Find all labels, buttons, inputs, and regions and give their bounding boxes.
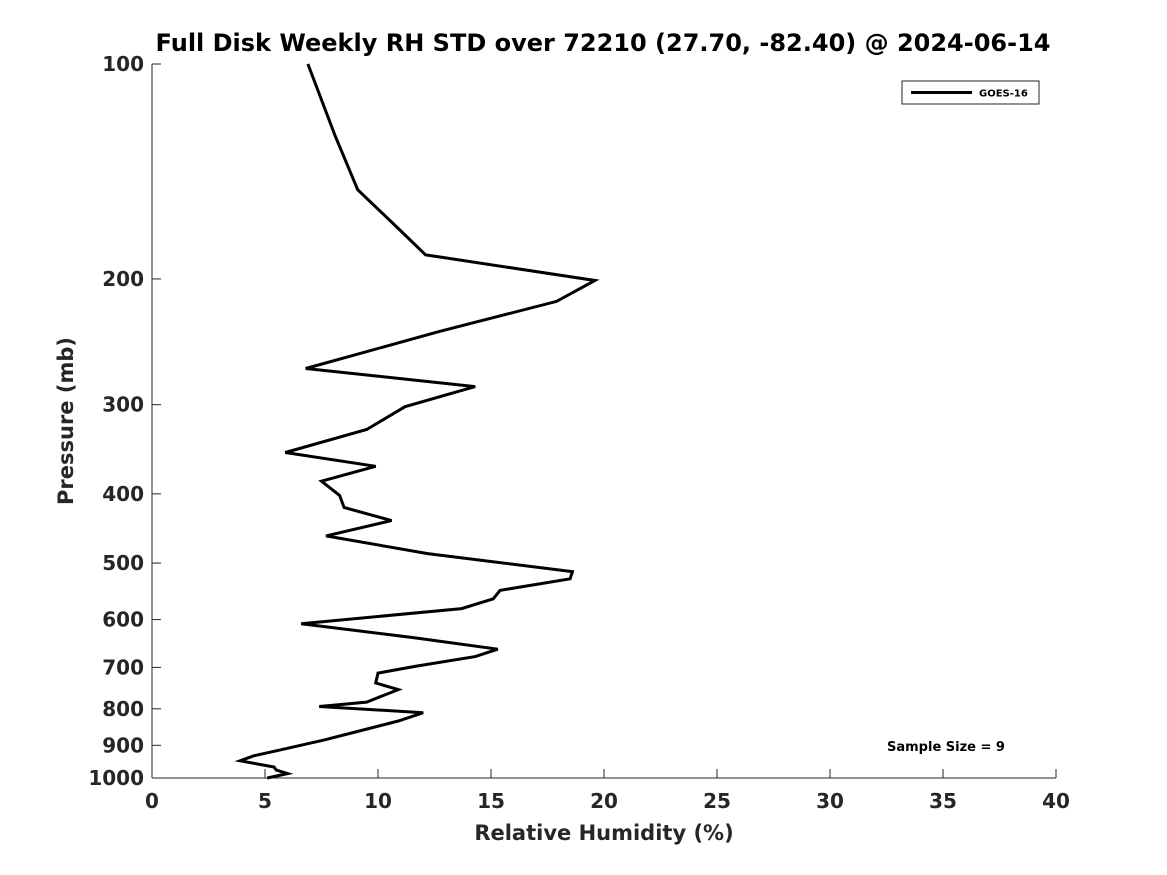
y-tick-label: 100 bbox=[102, 52, 144, 76]
x-ticks: 0 5 10 15 20 25 30 35 40 bbox=[145, 769, 1070, 813]
series-line-goes-16 bbox=[234, 63, 600, 780]
legend: GOES-16 bbox=[901, 80, 1040, 105]
sample-size-annotation: Sample Size = 9 bbox=[887, 740, 1005, 755]
y-tick-label: 400 bbox=[102, 482, 144, 506]
legend-label: GOES-16 bbox=[979, 89, 1028, 100]
y-tick-label: 200 bbox=[102, 267, 144, 291]
y-tick-label: 300 bbox=[102, 393, 144, 417]
y-tick-label: 700 bbox=[102, 655, 144, 679]
x-tick-label: 25 bbox=[703, 789, 731, 813]
y-ticks: 100 200 300 400 500 600 700 800 900 1000 bbox=[88, 52, 161, 790]
y-tick-label: 900 bbox=[102, 733, 144, 757]
chart-title: Full Disk Weekly RH STD over 72210 (27.7… bbox=[156, 29, 1051, 57]
x-tick-label: 20 bbox=[590, 789, 618, 813]
x-tick-label: 35 bbox=[929, 789, 957, 813]
x-tick-label: 5 bbox=[258, 789, 272, 813]
plot-area: 0 5 10 15 20 25 30 35 40 100 200 300 400 500 600 700 80… bbox=[88, 52, 1070, 813]
y-tick-label: 1000 bbox=[88, 766, 144, 790]
y-tick-label: 800 bbox=[102, 697, 144, 721]
y-axis-label: Pressure (mb) bbox=[54, 337, 78, 505]
x-tick-label: 30 bbox=[816, 789, 844, 813]
y-tick-label: 600 bbox=[102, 608, 144, 632]
x-tick-label: 40 bbox=[1042, 789, 1070, 813]
y-tick-label: 500 bbox=[102, 551, 144, 575]
x-tick-label: 15 bbox=[477, 789, 505, 813]
x-tick-label: 10 bbox=[364, 789, 392, 813]
x-axis-label: Relative Humidity (%) bbox=[474, 821, 733, 845]
x-tick-label: 0 bbox=[145, 789, 159, 813]
